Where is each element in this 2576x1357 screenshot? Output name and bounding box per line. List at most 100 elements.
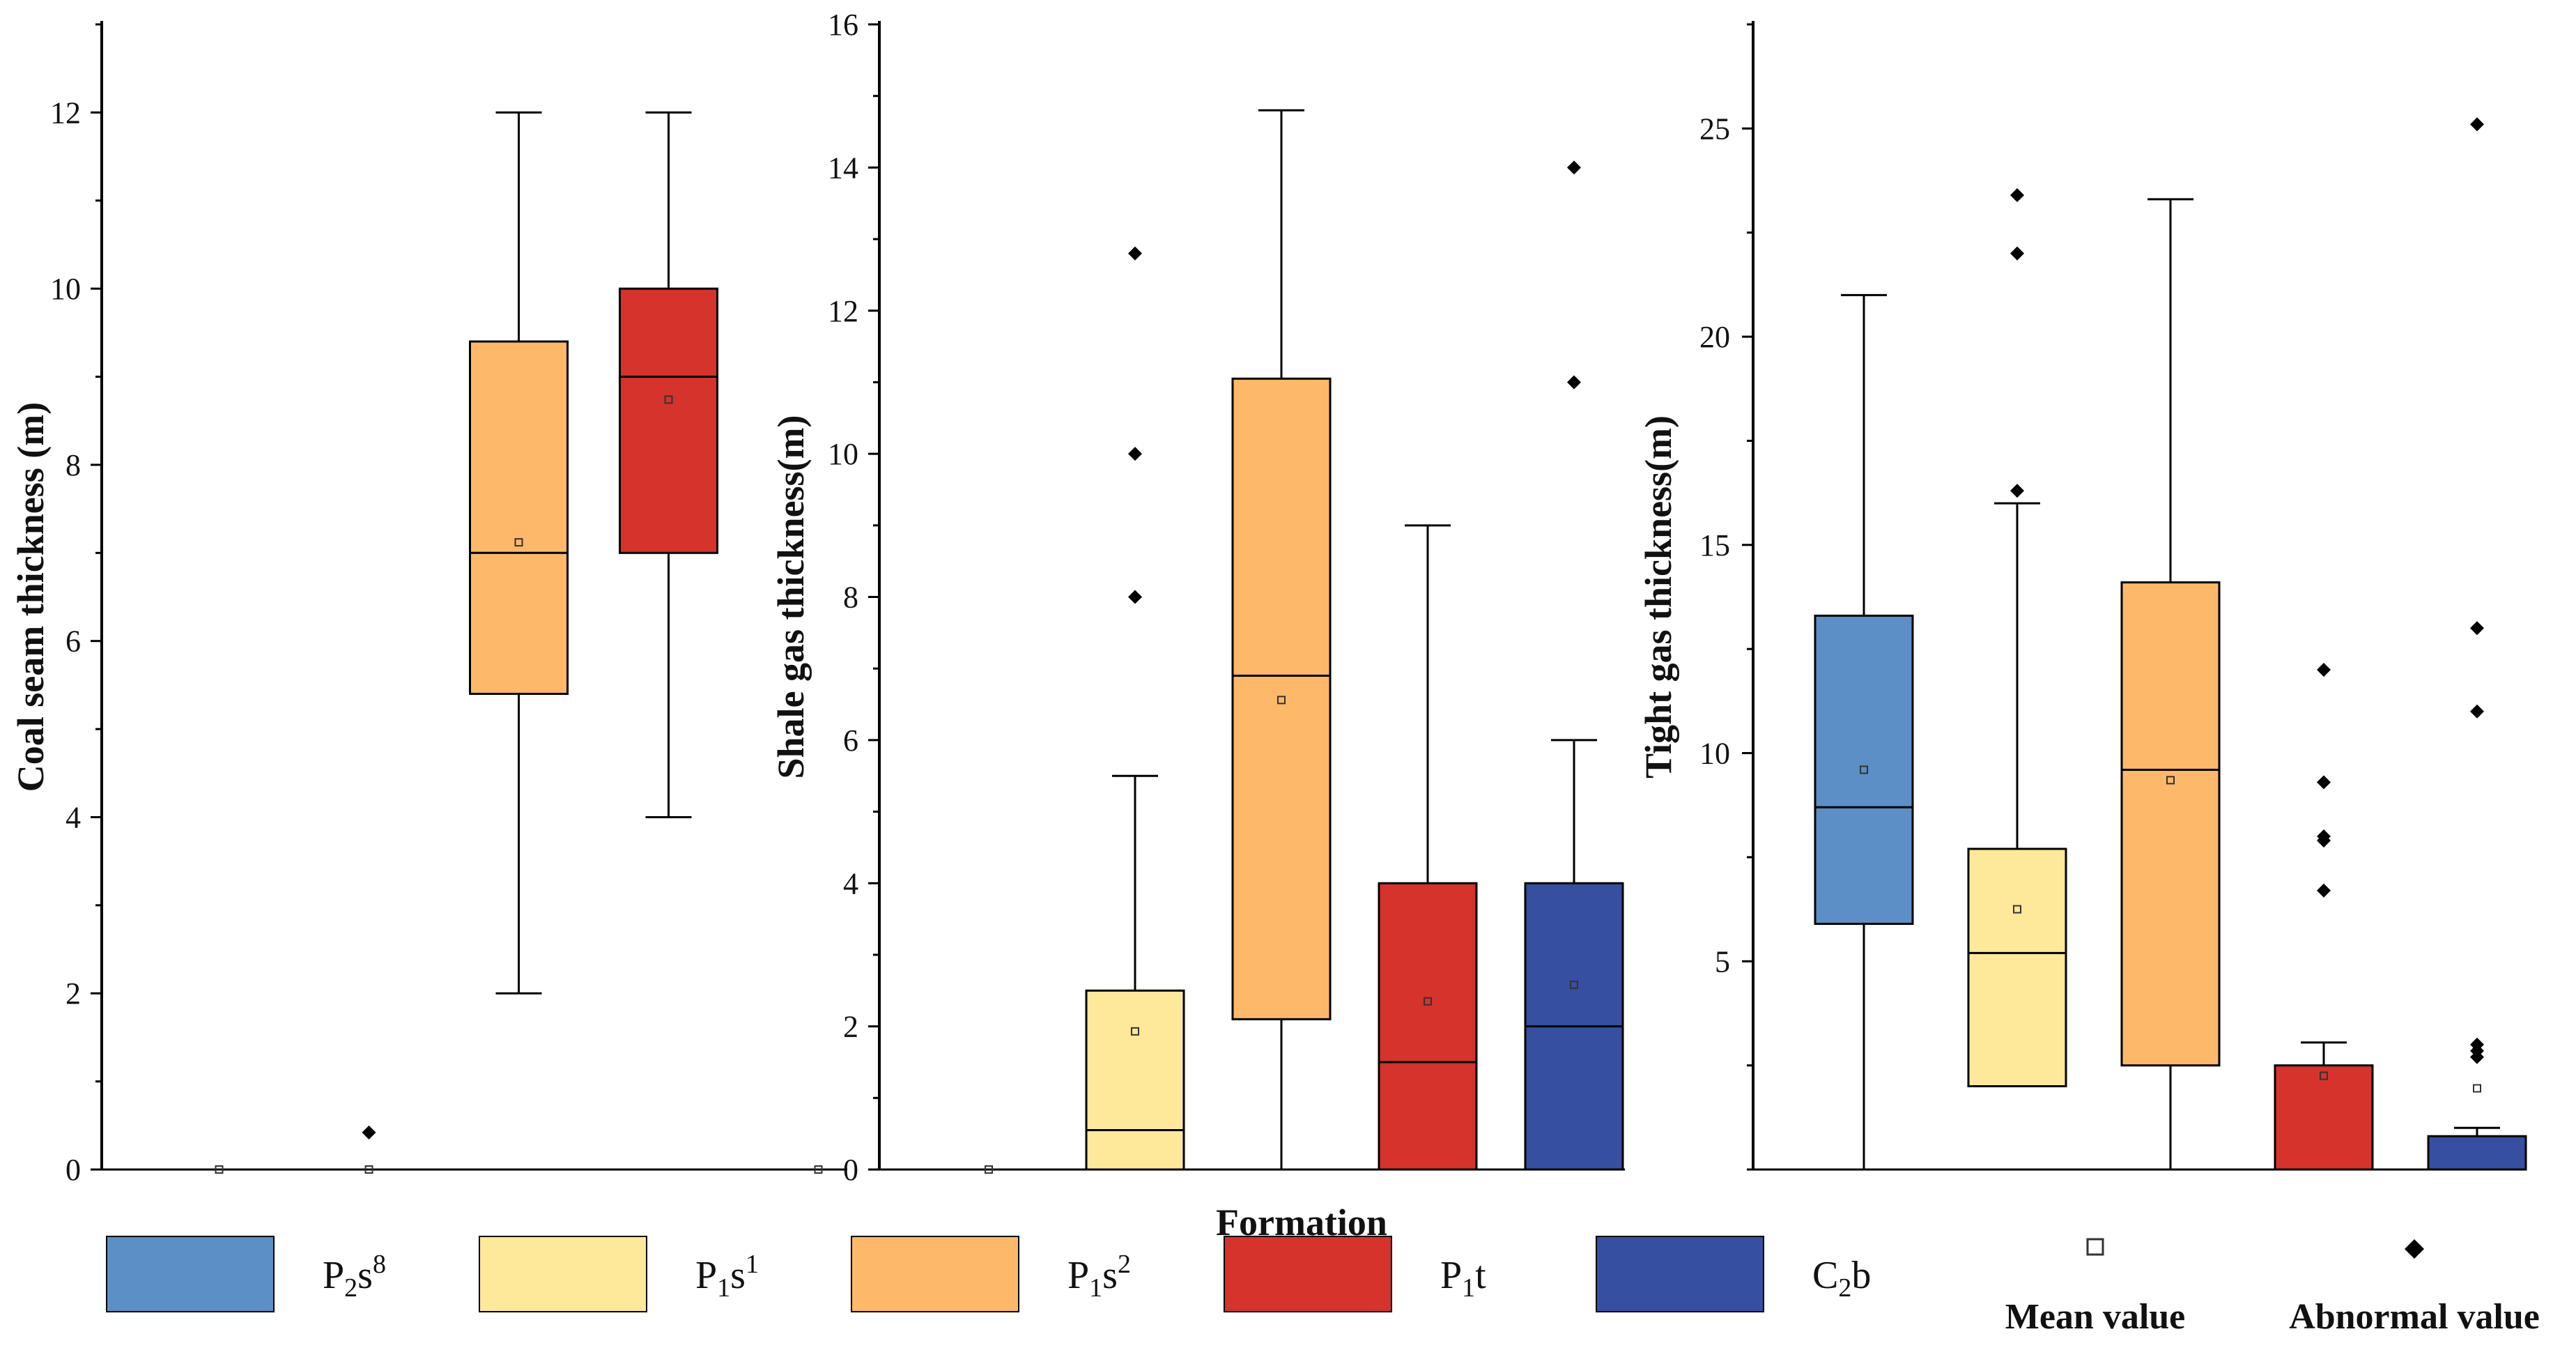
y-tick-label: 25	[1699, 112, 1730, 146]
outlier-point	[2317, 663, 2331, 677]
outlier-point	[1128, 447, 1142, 461]
box-C2b	[1524, 160, 1624, 1171]
legend-outlier-marker	[2405, 1239, 2424, 1259]
chart-panel-3: 5 10 15 20 25 Tight gas thickness(m)	[1637, 21, 2527, 1171]
mean-marker	[1277, 696, 1286, 705]
box-body	[1085, 989, 1185, 1171]
box-C2b	[2427, 117, 2527, 1171]
box-P1t	[1378, 524, 1478, 1171]
mean-marker	[364, 1165, 373, 1174]
mean-marker	[1570, 981, 1578, 990]
outlier-point	[362, 1125, 376, 1140]
mean-marker	[514, 538, 523, 547]
box-P1s2	[469, 111, 569, 995]
legend-swatch	[1596, 1236, 1764, 1312]
box-body	[1378, 882, 1478, 1171]
outlier-point	[1567, 375, 1581, 390]
chart-panel-1: 0 2 4 6 8 10 12 Coal seam thickness (m)	[10, 21, 847, 1187]
outlier-point	[2317, 775, 2331, 790]
box-P1s1	[1085, 246, 1185, 1171]
box-body	[1231, 377, 1332, 1020]
legend-label: P1t	[1440, 1254, 1486, 1303]
y-tick-label: 6	[65, 624, 81, 659]
mean-marker	[2320, 1071, 2328, 1080]
mean-marker	[985, 1165, 993, 1174]
outlier-point	[2010, 187, 2024, 202]
y-tick-label: 12	[828, 294, 858, 328]
legend-swatch	[479, 1236, 647, 1312]
chart-panels: 0 2 4 6 8 10 12 Coal seam thickness (m) 0 2 4 6 8 10 1…	[10, 8, 2527, 1187]
legend-outlier-label: Abnormal value	[2289, 1297, 2540, 1337]
box-body	[619, 287, 718, 554]
box-body	[1967, 848, 2067, 1088]
outlier-point	[2010, 484, 2024, 498]
box-C2b	[814, 1165, 823, 1174]
box-P2s8	[985, 1165, 993, 1174]
y-axis-title: Tight gas thickness(m)	[1637, 415, 1679, 779]
mean-marker	[2473, 1084, 2481, 1093]
legend-item-outlier: Abnormal value	[2289, 1239, 2540, 1337]
y-tick-label: 0	[65, 1153, 81, 1187]
legend-swatch	[106, 1236, 275, 1312]
y-tick-label: 10	[828, 437, 858, 471]
outlier-point	[1128, 246, 1142, 261]
chart-panel-2: 0 2 4 6 8 10 12 14 16 Shale gas thickness(m)	[770, 8, 1625, 1187]
outlier-point	[2317, 829, 2331, 844]
y-tick-label: 6	[843, 723, 858, 758]
mean-marker	[1860, 765, 1868, 774]
y-tick-label: 0	[843, 1153, 858, 1187]
y-tick-label: 16	[828, 8, 858, 42]
legend-item-P1s2: P1s2	[851, 1236, 1131, 1312]
legend-label: P1s2	[1067, 1250, 1131, 1303]
box-P2s8	[215, 1165, 224, 1174]
legend-swatch	[1224, 1236, 1392, 1312]
y-tick-label: 8	[843, 581, 858, 615]
y-tick-label: 4	[843, 866, 858, 900]
y-tick-label: 20	[1699, 320, 1730, 354]
legend-item-P2s8: P2s8	[106, 1236, 386, 1312]
y-tick-label: 5	[1715, 944, 1730, 979]
legend-label: P1s1	[695, 1250, 759, 1303]
legend-label: P2s8	[323, 1250, 386, 1303]
mean-marker	[1424, 997, 1432, 1006]
box-body	[469, 340, 569, 696]
box-P1t	[619, 111, 718, 818]
box-P2s8	[1814, 293, 1914, 1170]
outlier-point	[1567, 160, 1581, 175]
mean-marker	[215, 1165, 224, 1174]
box-P1s2	[2120, 198, 2221, 1170]
y-axis-title: Coal seam thickness (m)	[10, 402, 52, 792]
y-tick-label: 2	[843, 1010, 858, 1044]
mean-marker	[814, 1165, 823, 1174]
y-tick-label: 8	[65, 448, 81, 482]
y-tick-label: 15	[1699, 528, 1730, 562]
box-P1s1	[1967, 187, 2067, 1088]
box-body	[2274, 1064, 2374, 1171]
box-P1t	[2274, 663, 2374, 1171]
mean-marker	[664, 395, 673, 404]
legend-item-P1s1: P1s1	[479, 1236, 759, 1312]
y-tick-label: 12	[50, 95, 81, 130]
y-tick-label: 2	[65, 976, 81, 1011]
legend-swatch	[851, 1236, 1019, 1312]
y-tick-label: 10	[50, 272, 81, 306]
mean-marker	[2166, 776, 2175, 785]
box-P1s2	[1231, 109, 1332, 1170]
box-body	[1814, 614, 1914, 926]
outlier-point	[2470, 704, 2484, 719]
outlier-point	[2470, 1037, 2484, 1052]
outlier-point	[2010, 246, 2024, 261]
box-body	[2120, 581, 2221, 1067]
box-body	[2427, 1135, 2527, 1171]
legend-label: C2b	[1812, 1254, 1871, 1303]
y-axis-title: Shale gas thickness(m)	[770, 415, 812, 779]
legend-item-C2b: C2b	[1596, 1236, 1871, 1312]
legend-item-P1t: P1t	[1224, 1236, 1486, 1312]
mean-marker	[1131, 1027, 1139, 1036]
y-tick-label: 14	[828, 151, 858, 185]
box-P1s1	[362, 1125, 376, 1174]
outlier-point	[2470, 117, 2484, 132]
legend-mean-label: Mean value	[2005, 1297, 2186, 1337]
outlier-point	[1128, 590, 1142, 604]
